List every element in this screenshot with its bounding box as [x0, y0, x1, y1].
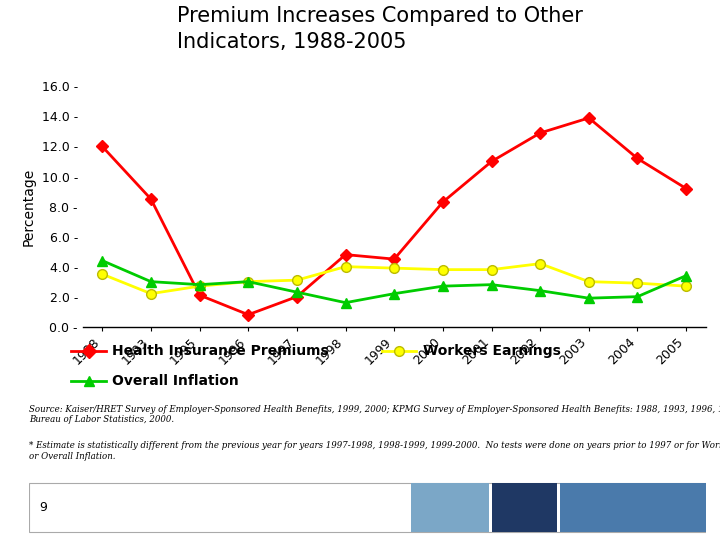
Text: Workers Earnings: Workers Earnings — [423, 344, 561, 358]
Text: Source: Kaiser/HRET Survey of Employer-Sponsored Health Benefits, 1999, 2000; KP: Source: Kaiser/HRET Survey of Employer-S… — [29, 405, 720, 424]
Text: 9: 9 — [39, 501, 47, 514]
Text: Health Insurance Premiums: Health Insurance Premiums — [112, 344, 329, 358]
Text: Health: Health — [112, 34, 150, 44]
FancyBboxPatch shape — [29, 483, 706, 532]
Text: Strategic: Strategic — [112, 16, 166, 26]
FancyBboxPatch shape — [411, 483, 489, 532]
FancyBboxPatch shape — [492, 483, 557, 532]
FancyBboxPatch shape — [560, 483, 706, 532]
Text: Perspectives: Perspectives — [112, 52, 187, 63]
Y-axis label: Percentage: Percentage — [22, 167, 36, 246]
Text: Premium Increases Compared to Other
Indicators, 1988-2005: Premium Increases Compared to Other Indi… — [177, 6, 583, 52]
Text: Overall Inflation: Overall Inflation — [112, 374, 239, 388]
Text: * Estimate is statistically different from the previous year for years 1997-1998: * Estimate is statistically different fr… — [29, 442, 720, 461]
